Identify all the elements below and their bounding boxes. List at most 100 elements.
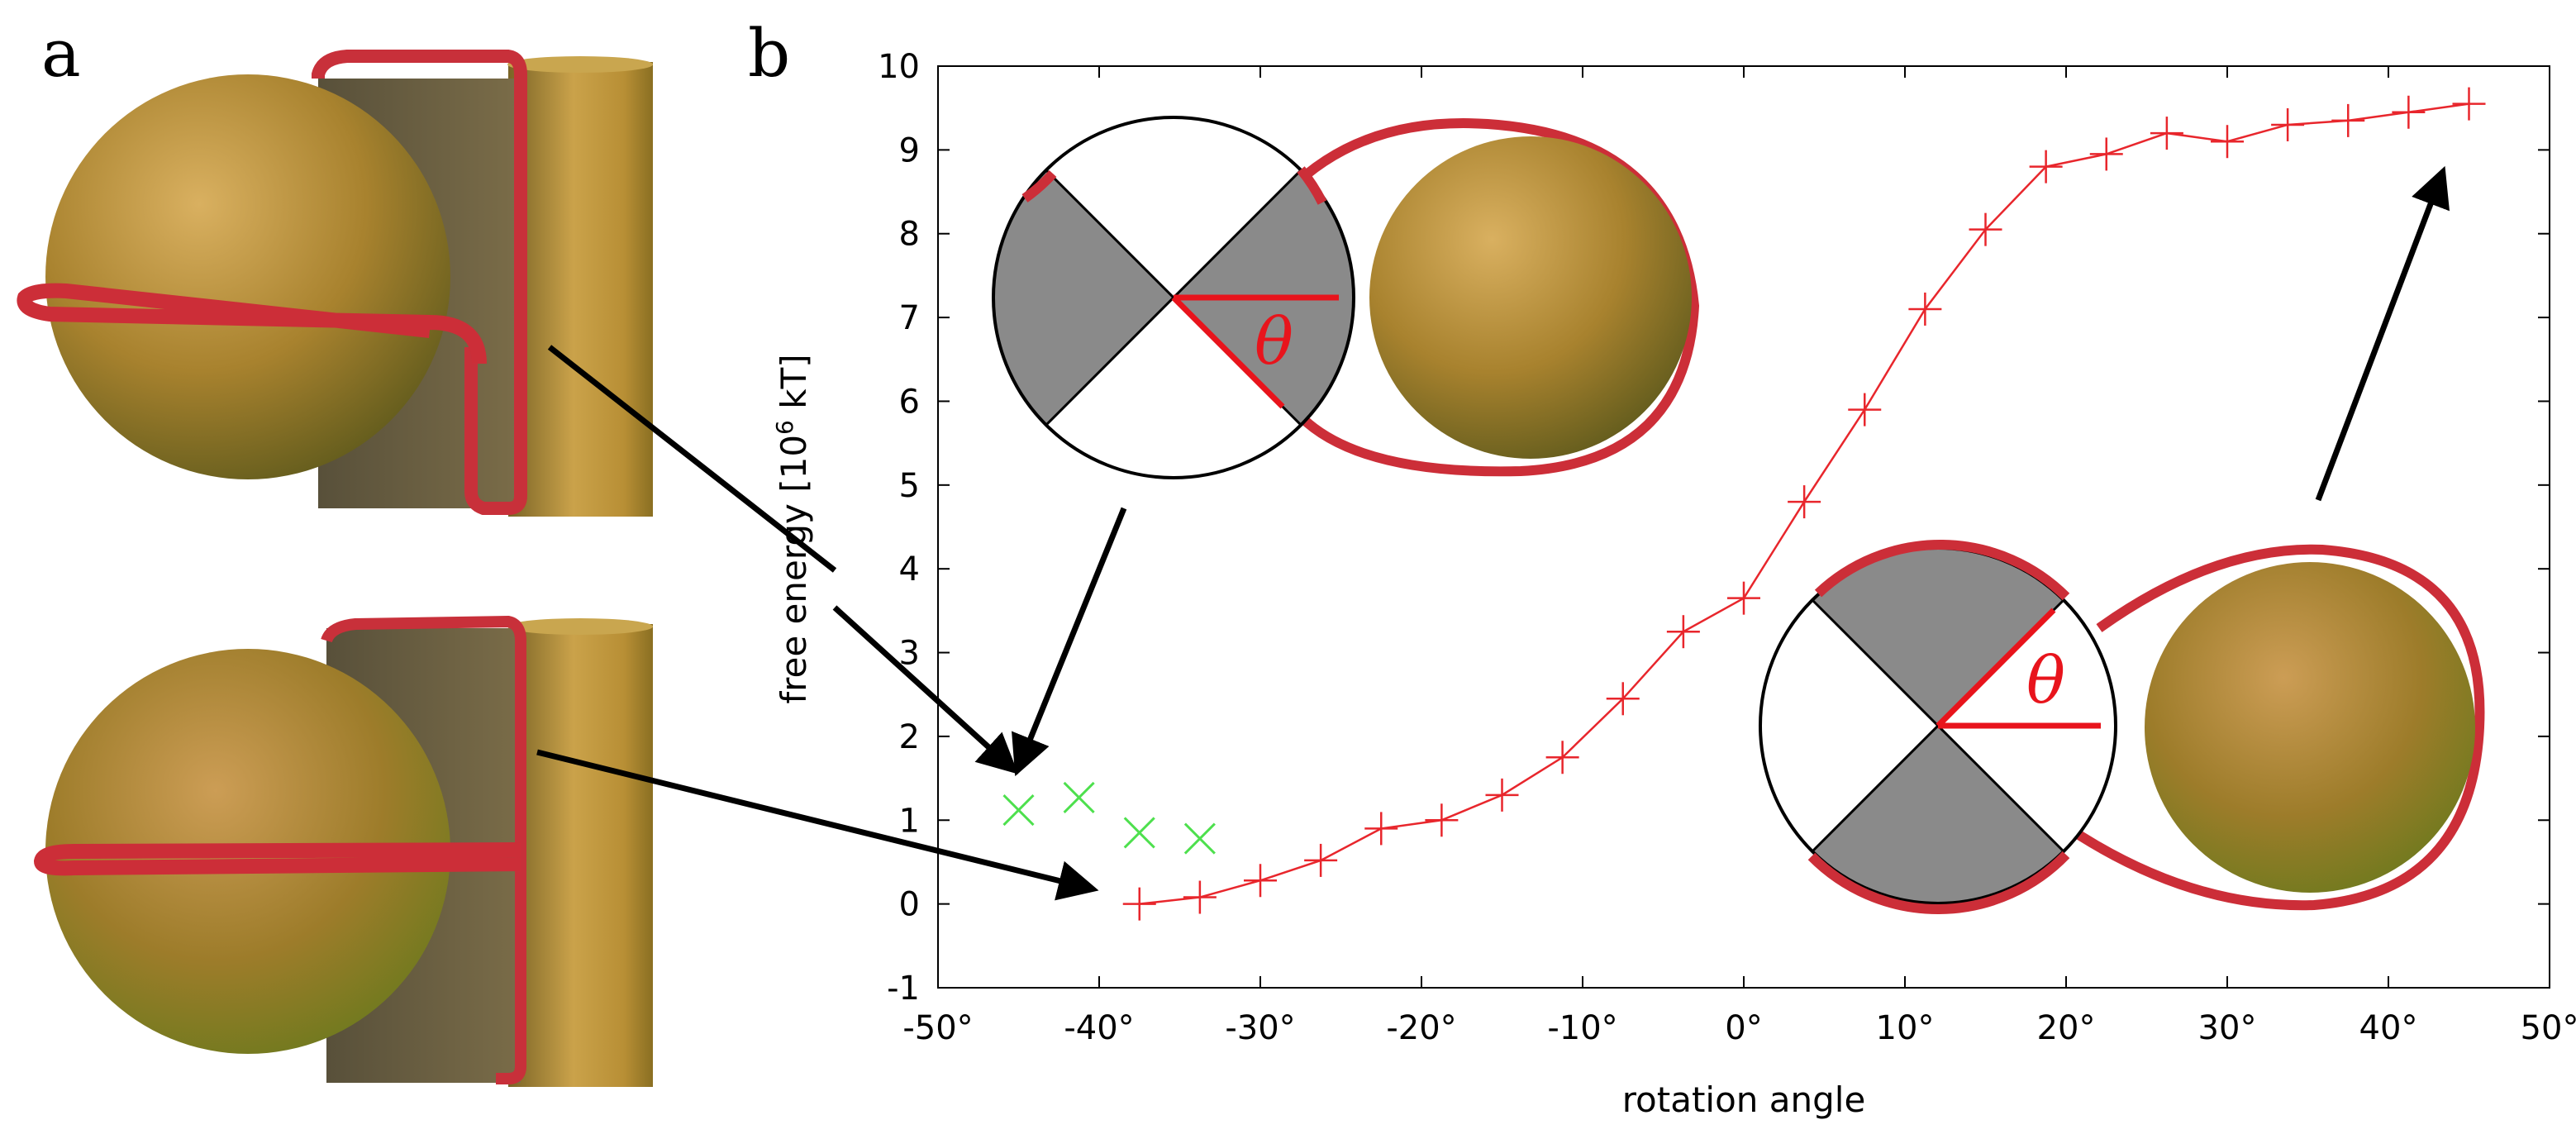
membrane-tube [321, 615, 526, 1084]
membrane-contact [1021, 169, 1057, 203]
series-green [1002, 781, 1216, 855]
x-tick-label: -20° [1386, 1009, 1456, 1047]
y-tick-label: 8 [899, 216, 920, 254]
cylinder [508, 624, 653, 1087]
panel-label-b: b [748, 15, 790, 92]
x-tick-label: -30° [1225, 1009, 1295, 1047]
data-point [1183, 880, 1217, 914]
y-tick-label: 2 [899, 718, 920, 756]
data-point [1666, 615, 1700, 649]
membrane-ring [33, 842, 521, 876]
data-point [1485, 778, 1519, 812]
data-point [1122, 887, 1156, 921]
y-tick-label: 1 [899, 802, 920, 840]
cylinder-top [507, 56, 653, 73]
x-tick-labels: -50° -40° -30° -20° -10° 0° 10° 20° 30° 40° 50° [902, 1009, 2576, 1047]
y-axis-label-tail: kT] [774, 354, 814, 420]
data-point [1183, 822, 1216, 855]
y-axis-label: free energy [106 kT] [771, 354, 814, 703]
x-tick-label: 10° [1876, 1009, 1935, 1047]
nanoparticle [2145, 562, 2475, 893]
data-point [1002, 794, 1035, 827]
y-axis-label-main: free energy [10 [774, 435, 814, 704]
marker-stroke [1183, 822, 1216, 855]
theta-ray [1171, 295, 1285, 409]
data-point [2089, 137, 2123, 171]
data-point [1063, 781, 1095, 813]
data-point [1545, 741, 1579, 774]
sector-outline [992, 116, 1355, 479]
cylinder-top [507, 618, 653, 635]
data-point [1848, 393, 1882, 427]
panel-label-a: a [41, 15, 81, 92]
x-tick-label: 30° [2198, 1009, 2257, 1047]
theta-label: θ [1255, 305, 1293, 379]
data-point [2452, 87, 2486, 121]
data-point [2150, 117, 2183, 150]
sector-left [993, 169, 1174, 426]
x-tick-label: 40° [2359, 1009, 2418, 1047]
y-axis-label-sup: 6 [771, 420, 798, 435]
arrows [536, 165, 2450, 901]
arrow [1012, 507, 1127, 777]
membrane-tube [312, 50, 527, 515]
sector-top [1812, 548, 2064, 726]
x-tick-label: -50° [902, 1009, 973, 1047]
data-point [2029, 150, 2063, 183]
x-tick-label: -10° [1547, 1009, 1617, 1047]
data-point [2211, 125, 2244, 159]
data-point [1908, 292, 1942, 326]
rendering-upper [17, 50, 653, 517]
x-tick-label: 50° [2521, 1009, 2576, 1047]
inset-lower: θ [1759, 540, 2485, 914]
axis-ticks [937, 65, 2550, 989]
theta-ray [1936, 608, 2056, 728]
membrane-ring [17, 283, 487, 365]
membrane-contact [1297, 166, 1327, 205]
plot-area: -50° -40° -30° -20° -10° 0° 10° 20° 30° 40° 50° -1… [771, 48, 2576, 1120]
x-tick-label: -40° [1064, 1009, 1134, 1047]
y-tick-label: 9 [899, 131, 920, 169]
data-point [1969, 212, 2002, 246]
data-point [2392, 95, 2426, 129]
rendering-lower [33, 615, 653, 1087]
y-tick-label: 5 [899, 467, 920, 505]
data-point [1606, 682, 1640, 716]
data-point [1425, 803, 1459, 837]
y-tick-label: 7 [899, 299, 920, 337]
arrow [2315, 165, 2450, 502]
theta-label: θ [2026, 644, 2065, 718]
arrow [832, 605, 1019, 774]
series-red [1122, 87, 2486, 921]
x-tick-label: 0° [1725, 1009, 1762, 1047]
data-series [1002, 87, 2486, 921]
nanoparticle [45, 74, 450, 479]
y-tick-label: 10 [878, 48, 920, 86]
data-point [1244, 864, 1277, 898]
data-point [1304, 843, 1338, 877]
x-axis-label: rotation angle [1622, 1079, 1866, 1120]
data-point [1788, 485, 1821, 519]
x-tick-label: 20° [2037, 1009, 2096, 1047]
data-point [1364, 812, 1398, 846]
arrow [547, 345, 837, 573]
cylinder [508, 62, 653, 517]
marker-stroke [1063, 781, 1095, 813]
marker-stroke [1002, 794, 1035, 827]
y-tick-label: 6 [899, 383, 920, 421]
inset-upper: θ [992, 116, 1700, 479]
arrow [536, 749, 1099, 901]
data-point [2331, 103, 2365, 137]
sector-bottom [1812, 726, 2064, 903]
nanoparticle [1369, 136, 1692, 459]
data-point [1123, 817, 1155, 849]
y-tick-label: 0 [899, 886, 920, 924]
membrane-contact [1814, 540, 2070, 601]
data-point [2271, 107, 2305, 141]
membrane-contact [1807, 851, 2070, 914]
y-tick-label: 4 [899, 550, 920, 589]
marker-stroke [1123, 817, 1155, 849]
data-point [1727, 581, 1760, 615]
